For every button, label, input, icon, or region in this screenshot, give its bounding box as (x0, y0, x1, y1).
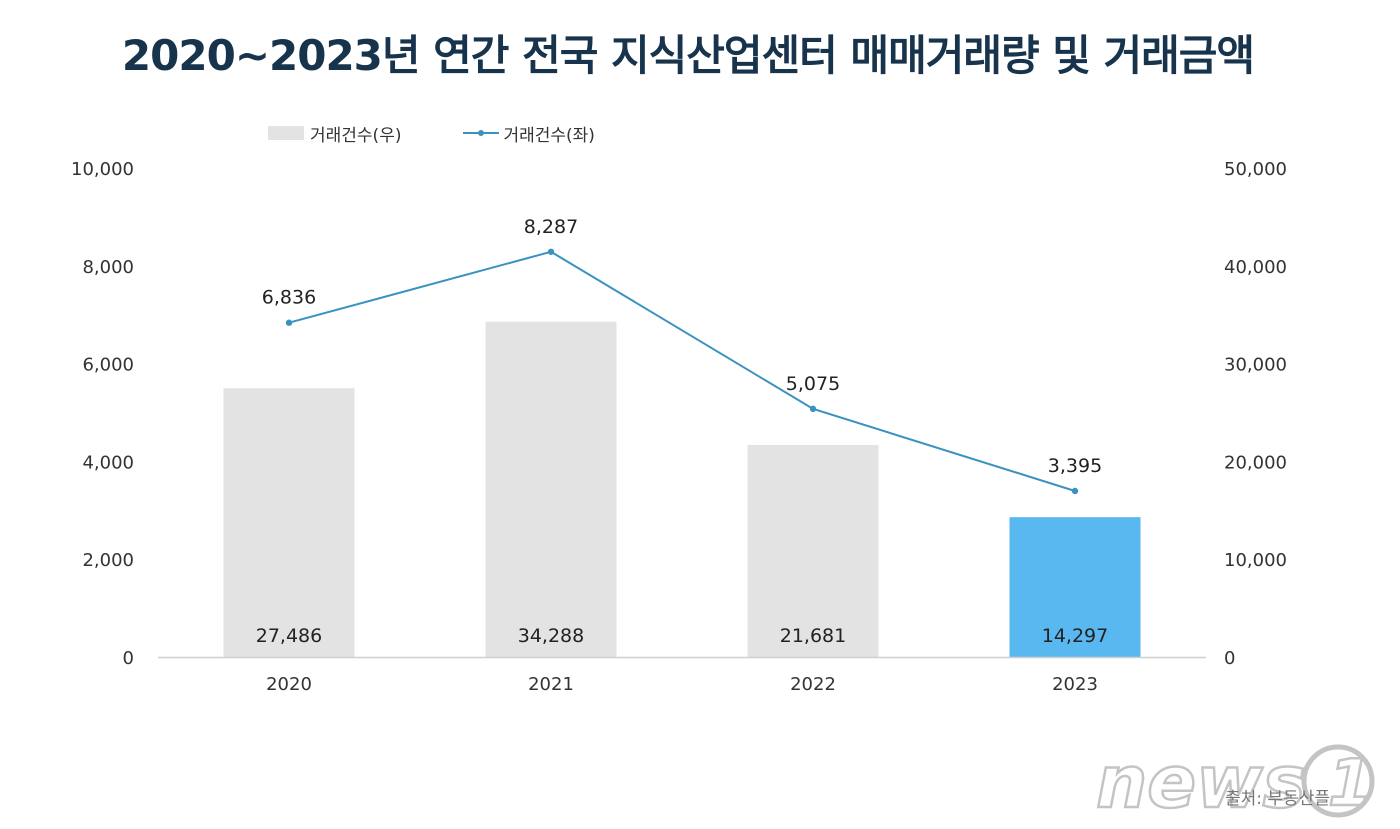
line-value-label: 3,395 (1048, 455, 1102, 477)
chart-title: 2020~2023년 연간 전국 지식산업센터 매매거래량 및 거래금액 (121, 31, 1255, 80)
line-value-label: 5,075 (786, 373, 840, 395)
y-right-tick-label: 10,000 (1224, 550, 1287, 571)
y-right-tick-label: 40,000 (1224, 257, 1287, 278)
legend-item-line: 거래건수(좌) (463, 121, 595, 146)
legend-line-swatch (463, 130, 500, 136)
bar (1009, 517, 1141, 657)
y-left-tick-label: 10,000 (71, 159, 134, 180)
y-left-tick-label: 0 (123, 648, 134, 669)
x-tick-label: 2022 (790, 674, 836, 695)
y-right-tick-label: 20,000 (1224, 452, 1287, 473)
y-right-tick-label: 0 (1224, 648, 1235, 669)
y-left-tick-label: 4,000 (82, 452, 134, 473)
bar-value-label: 27,486 (256, 625, 322, 647)
bar-value-label: 21,681 (780, 625, 846, 647)
x-tick-label: 2020 (266, 674, 312, 695)
bar (747, 444, 879, 657)
bar-value-label: 14,297 (1042, 625, 1108, 647)
bar (485, 321, 617, 657)
y-left-tick-label: 6,000 (82, 355, 134, 376)
legend-item-bar: 거래건수(우) (268, 121, 401, 146)
bar-value-label: 34,288 (518, 625, 584, 647)
y-right-tick-label: 50,000 (1224, 159, 1287, 180)
line-value-label: 8,287 (524, 216, 578, 238)
y-right-tick-label: 30,000 (1224, 355, 1287, 376)
line-point (809, 405, 817, 413)
news1-watermark-logo: news 1 (1095, 739, 1375, 821)
line-point (547, 248, 555, 255)
svg-text:1: 1 (1328, 747, 1373, 821)
legend-bar-swatch (268, 126, 304, 140)
line-point (285, 319, 293, 326)
line-point (1071, 487, 1079, 495)
x-tick-label: 2023 (1052, 674, 1098, 695)
line-value-label: 6,836 (262, 287, 316, 309)
legend-bar-label: 거래건수(우) (310, 125, 402, 146)
svg-text:news: news (1096, 740, 1305, 821)
source-note: 출처: 부동산플 (1225, 789, 1330, 809)
legend: 거래건수(우) 거래건수(좌) (268, 121, 595, 146)
x-tick-label: 2021 (528, 674, 574, 695)
series-line (288, 250, 1076, 492)
y-left-tick-label: 8,000 (82, 257, 134, 278)
legend-line-label: 거래건수(좌) (503, 125, 595, 146)
y-left-tick-label: 2,000 (82, 550, 134, 571)
bar (223, 388, 355, 657)
